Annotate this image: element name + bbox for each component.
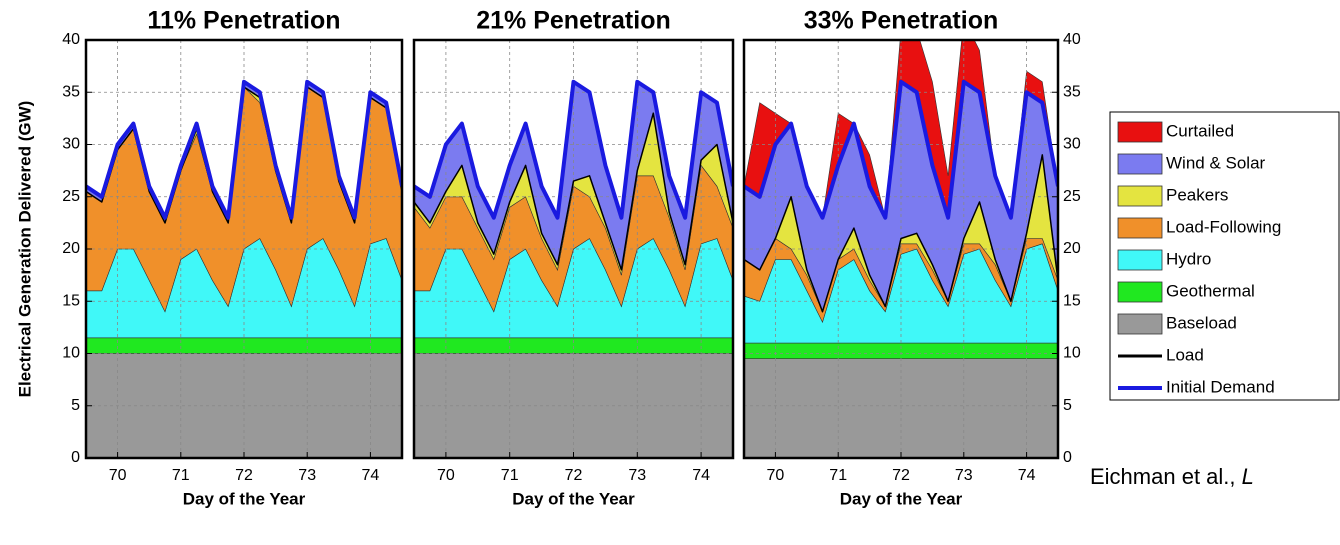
line-initial-demand: [86, 79, 402, 220]
x-tick-label: 70: [767, 467, 785, 484]
x-tick-label: 71: [829, 467, 847, 484]
y-tick-label: 30: [1063, 136, 1081, 153]
y-tick-label: 30: [62, 136, 80, 153]
y-tick-label: 35: [62, 83, 80, 100]
area-geothermal: [744, 342, 1058, 359]
source-italic: L: [1242, 464, 1254, 489]
x-tick-label: 71: [501, 467, 519, 484]
x-tick-label: 70: [109, 467, 127, 484]
x-tick-label: 74: [362, 467, 380, 484]
y-tick-label: 35: [1063, 83, 1081, 100]
x-tick-label: 71: [172, 467, 190, 484]
x-tick-label: 72: [565, 467, 583, 484]
y-tick-label: 0: [1063, 449, 1072, 466]
panel-title: 21% Penetration: [476, 7, 671, 35]
x-tick-label: 73: [955, 467, 973, 484]
y-tick-label: 15: [62, 292, 80, 309]
plot-area: [744, 40, 1058, 458]
x-axis-label: Day of the Year: [183, 489, 306, 508]
legend-swatch: [1117, 217, 1163, 239]
y-tick-label: 0: [71, 449, 80, 466]
x-tick-label: 70: [437, 467, 455, 484]
source-note: Eichman et al., L: [1090, 464, 1254, 489]
line-load: [744, 154, 1058, 313]
x-tick-label: 74: [692, 467, 710, 484]
legend-label: Hydro: [1166, 249, 1211, 268]
legend-swatch: [1117, 281, 1163, 303]
y-tick-label: 5: [71, 397, 80, 414]
x-tick-label: 74: [1018, 467, 1036, 484]
line-initial-demand: [744, 79, 1058, 220]
x-tick-label: 72: [892, 467, 910, 484]
source-text: Eichman et al.,: [1090, 464, 1242, 489]
line-initial-demand: [414, 79, 733, 220]
x-axis-label: Day of the Year: [512, 489, 635, 508]
plot-area: [86, 40, 402, 458]
plot-area: [414, 40, 733, 458]
y-tick-label: 25: [62, 188, 80, 205]
y-tick-label: 5: [1063, 397, 1072, 414]
legend-label: Geothermal: [1166, 281, 1255, 300]
legend-swatch: [1117, 249, 1163, 271]
panel-title: 11% Penetration: [147, 7, 340, 35]
y-tick-label: 10: [62, 345, 80, 362]
y-axis-label: Electrical Generation Delivered (GW): [15, 101, 34, 398]
x-tick-label: 73: [298, 467, 316, 484]
y-tick-label: 40: [1063, 31, 1081, 48]
x-tick-label: 73: [628, 467, 646, 484]
x-axis-label: Day of the Year: [840, 489, 963, 508]
x-tick-label: 72: [235, 467, 253, 484]
legend-label: Load-Following: [1166, 217, 1281, 236]
y-tick-label: 20: [1063, 240, 1081, 257]
y-tick-label: 10: [1063, 345, 1081, 362]
legend-label: Initial Demand: [1166, 377, 1275, 396]
y-tick-label: 40: [62, 31, 80, 48]
legend-swatch: [1117, 313, 1163, 335]
legend-label: Peakers: [1166, 185, 1228, 204]
panel-title: 33% Penetration: [804, 7, 999, 35]
legend-swatch: [1117, 121, 1163, 143]
legend-swatch: [1117, 185, 1163, 207]
legend-label: Wind & Solar: [1166, 153, 1266, 172]
y-tick-label: 25: [1063, 188, 1081, 205]
y-tick-label: 20: [62, 240, 80, 257]
legend-swatch: [1117, 153, 1163, 175]
line-load: [414, 112, 733, 271]
legend-label: Load: [1166, 345, 1204, 364]
legend-label: Curtailed: [1166, 121, 1234, 140]
legend-label: Baseload: [1166, 313, 1237, 332]
y-tick-label: 15: [1063, 292, 1081, 309]
